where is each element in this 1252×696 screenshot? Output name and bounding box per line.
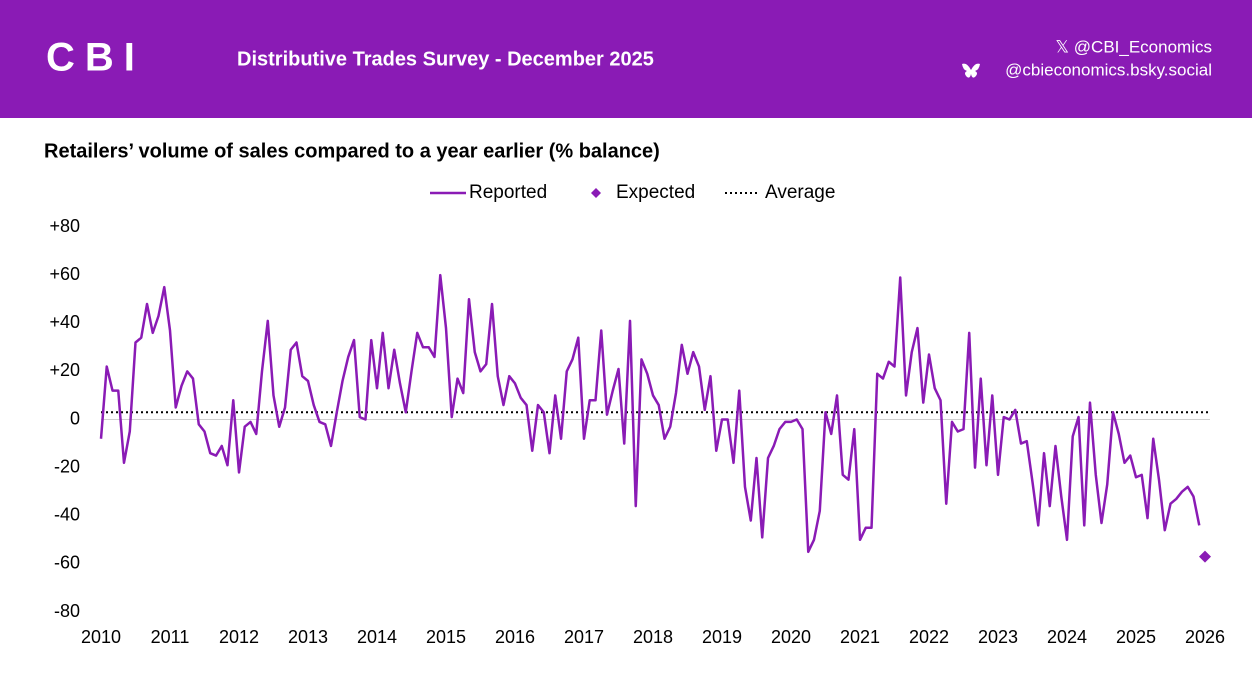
- y-tick-label: -40: [54, 505, 80, 525]
- x-tick-label: 2011: [151, 627, 190, 647]
- x-tick-label: 2019: [702, 627, 742, 647]
- header-band: [0, 0, 1252, 118]
- x-tick-label: 2010: [81, 627, 121, 647]
- reported-line: [99, 273, 1201, 554]
- x-tick-label: 2015: [426, 627, 466, 647]
- y-tick-label: +60: [49, 264, 80, 284]
- header-title: Distributive Trades Survey - December 20…: [237, 48, 654, 70]
- x-tick-label: 2025: [1116, 627, 1156, 647]
- y-tick-label: -20: [54, 456, 80, 476]
- x-tick-label: 2014: [357, 627, 397, 647]
- legend-label: Reported: [469, 182, 547, 203]
- y-tick-label: +80: [49, 216, 80, 236]
- x-tick-label: 2026: [1185, 627, 1225, 647]
- x-tick-label: 2024: [1047, 627, 1087, 647]
- y-tick-label: +20: [49, 360, 80, 380]
- y-tick-label: -60: [54, 553, 80, 573]
- x-tick-label: 2023: [978, 627, 1018, 647]
- expected-marker: [1199, 550, 1211, 563]
- x-tick-label: 2012: [219, 627, 259, 647]
- legend-swatch: [591, 188, 601, 198]
- legend-label: Expected: [616, 182, 695, 203]
- x-tick-label: 2018: [633, 627, 673, 647]
- logo: CBI: [46, 36, 145, 80]
- x-tick-label: 2013: [288, 627, 328, 647]
- y-tick-label: 0: [70, 408, 80, 428]
- bsky-handle: @cbieconomics.bsky.social: [1005, 60, 1212, 79]
- x-tick-label: 2022: [909, 627, 949, 647]
- x-handle: 𝕏 @CBI_Economics: [1055, 37, 1212, 56]
- x-tick-label: 2021: [840, 627, 880, 647]
- bsky-icon: [962, 63, 980, 78]
- x-tick-label: 2020: [771, 627, 811, 647]
- x-tick-label: 2016: [495, 627, 535, 647]
- y-tick-label: -80: [54, 601, 80, 621]
- legend-label: Average: [765, 182, 835, 203]
- chart-title: Retailers’ volume of sales compared to a…: [44, 140, 660, 162]
- x-tick-label: 2017: [564, 627, 604, 647]
- y-tick-label: +40: [49, 312, 80, 332]
